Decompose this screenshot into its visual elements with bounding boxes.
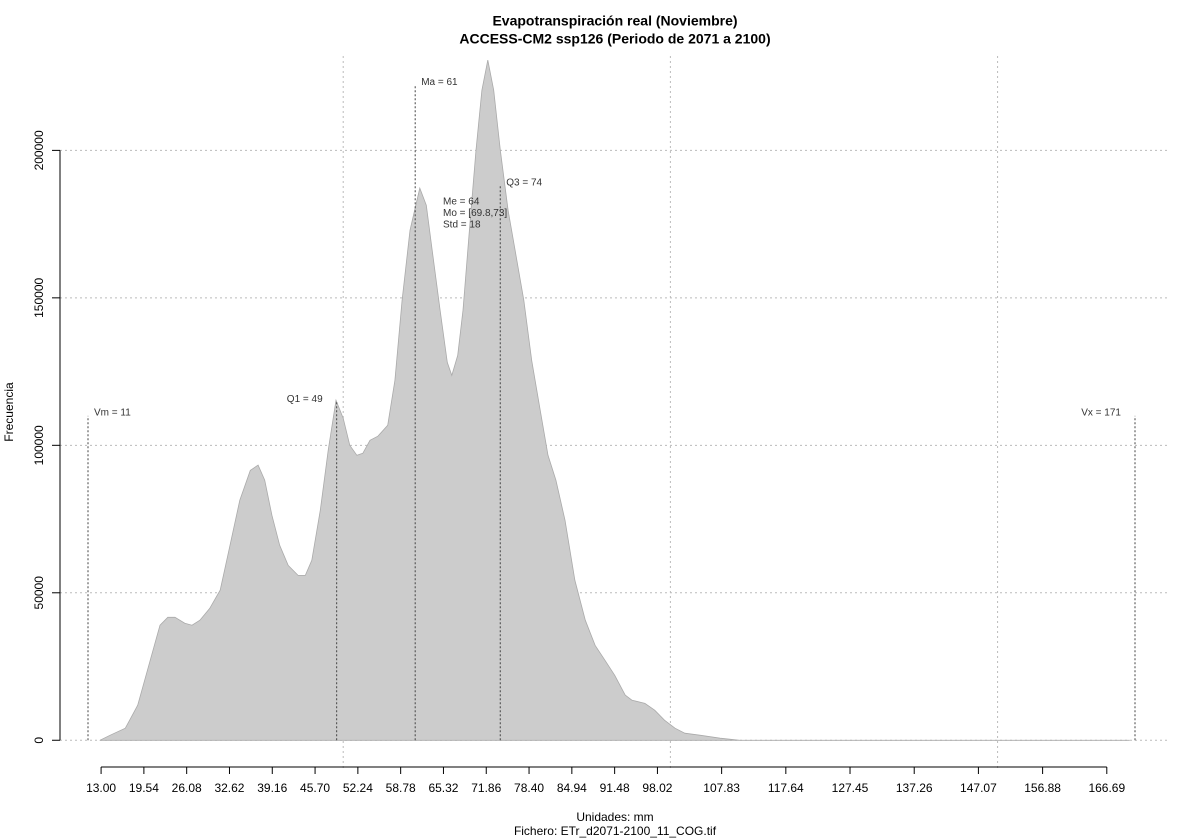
annotation-label: Vx = 171 bbox=[1081, 407, 1121, 418]
annotation-label: Q1 = 49 bbox=[287, 394, 323, 405]
y-axis-label: Frecuencia bbox=[2, 382, 16, 442]
y-tick-label: 50000 bbox=[32, 576, 46, 610]
x-tick-label: 156.88 bbox=[1024, 781, 1061, 795]
annotation-label: Q3 = 74 bbox=[506, 177, 542, 188]
stats-label: Std = 18 bbox=[443, 220, 481, 231]
x-tick-label: 117.64 bbox=[768, 781, 804, 795]
x-tick-label: 65.32 bbox=[428, 781, 458, 795]
x-tick-label: 98.02 bbox=[642, 781, 672, 795]
chart-title: Evapotranspiración real (Noviembre) bbox=[492, 13, 737, 29]
chart-subtitle: ACCESS-CM2 ssp126 (Periodo de 2071 a 210… bbox=[459, 31, 770, 47]
x-tick-label: 52.24 bbox=[343, 781, 373, 795]
x-tick-label: 71.86 bbox=[471, 781, 501, 795]
x-tick-label: 45.70 bbox=[300, 781, 330, 795]
x-tick-label: 32.62 bbox=[214, 781, 244, 795]
y-tick-label: 100000 bbox=[32, 425, 46, 465]
y-tick-label: 200000 bbox=[32, 130, 46, 170]
annotation-label: Ma = 61 bbox=[421, 77, 458, 88]
x-tick-label: 78.40 bbox=[514, 781, 544, 795]
x-tick-label: 26.08 bbox=[172, 781, 202, 795]
density-area bbox=[99, 60, 1130, 741]
x-tick-label: 19.54 bbox=[129, 781, 159, 795]
x-tick-label: 91.48 bbox=[600, 781, 630, 795]
x-tick-label: 137.26 bbox=[896, 781, 933, 795]
x-tick-label: 127.45 bbox=[832, 781, 869, 795]
x-axis-label: Unidades: mm bbox=[576, 810, 653, 824]
x-tick-label: 58.78 bbox=[386, 781, 416, 795]
x-tick-label: 84.94 bbox=[557, 781, 587, 795]
x-tick-label: 107.83 bbox=[703, 781, 740, 795]
x-tick-label: 166.69 bbox=[1088, 781, 1125, 795]
x-tick-label: 39.16 bbox=[257, 781, 287, 795]
stats-label: Mo = [69.8,73] bbox=[443, 208, 507, 219]
caption: Fichero: ETr_d2071-2100_11_COG.tif bbox=[514, 824, 717, 838]
x-tick-label: 147.07 bbox=[960, 781, 997, 795]
annotation-label: Vm = 11 bbox=[94, 407, 131, 418]
y-tick-label: 0 bbox=[32, 737, 46, 744]
x-tick-label: 13.00 bbox=[86, 781, 116, 795]
y-tick-label: 150000 bbox=[32, 278, 46, 318]
stats-label: Me = 64 bbox=[443, 197, 480, 208]
